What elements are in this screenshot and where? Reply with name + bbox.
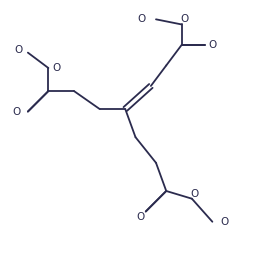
Text: O: O [15, 45, 23, 55]
Text: O: O [220, 217, 228, 227]
Text: O: O [190, 189, 199, 199]
Text: O: O [180, 14, 188, 24]
Text: O: O [208, 40, 217, 50]
Text: O: O [137, 212, 145, 222]
Text: O: O [12, 106, 20, 117]
Text: O: O [137, 14, 146, 24]
Text: O: O [52, 63, 60, 73]
